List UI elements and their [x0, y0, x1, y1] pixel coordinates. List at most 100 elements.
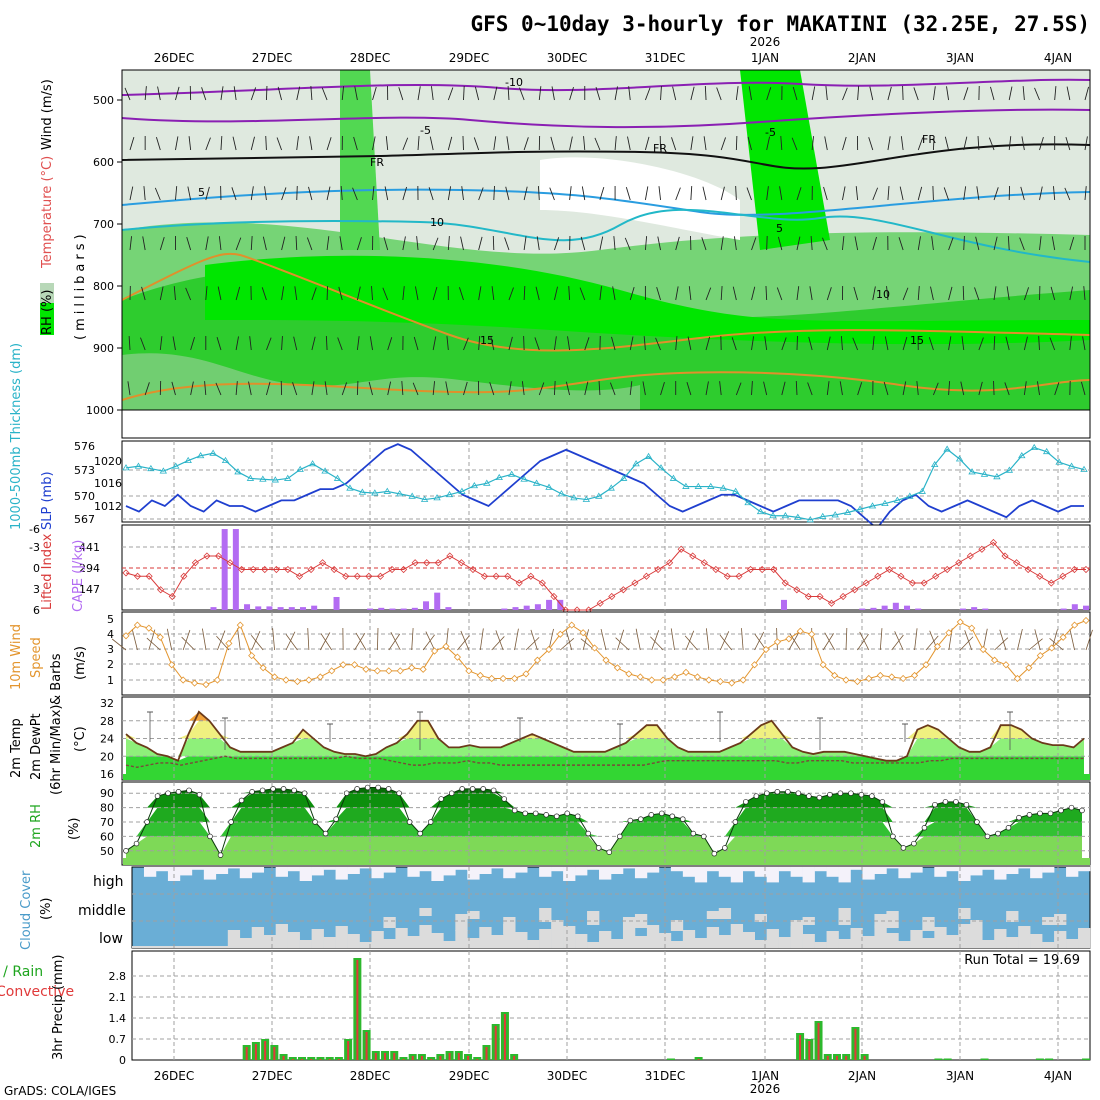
upper-wind-barb	[1084, 136, 1088, 151]
thickness-tick-570: 570	[74, 490, 95, 503]
wind-barb	[1034, 629, 1041, 651]
lifted-index-marker	[966, 552, 974, 560]
upper-wind-barb	[809, 286, 813, 301]
wind-barb	[422, 634, 435, 651]
cape-bar	[1083, 605, 1089, 610]
cloud-low-clear	[622, 928, 636, 948]
upper-wind-barb	[553, 336, 557, 351]
cloud-low-clear	[599, 931, 612, 948]
upper-wind-barb	[220, 86, 224, 101]
upper-wind-barb	[811, 86, 816, 101]
upper-wind-barb	[463, 381, 468, 396]
lifted-index-marker	[411, 559, 419, 567]
precip-convective-bar	[485, 1047, 488, 1060]
upper-wind-barb	[537, 186, 540, 201]
upper-wind-barb	[523, 186, 528, 201]
upper-wind-barb	[853, 286, 859, 301]
rh-marker	[858, 791, 865, 798]
upper-wind-barb	[822, 237, 828, 251]
cloud-high-clear	[802, 867, 815, 883]
cloud-high-clear	[1042, 867, 1055, 873]
upper-wind-barb	[249, 336, 252, 351]
precip-tick-2.8: 2.8	[109, 970, 127, 983]
upper-wind-barb	[372, 136, 376, 151]
upper-wind-barb	[261, 287, 267, 301]
rh-marker	[1079, 807, 1085, 814]
cape-bar	[881, 605, 888, 610]
upper-wind-barb	[1083, 286, 1086, 301]
cape-bar	[378, 607, 385, 610]
cloud-high-clear	[179, 867, 193, 876]
upper-wind-barb	[250, 87, 257, 101]
wind-speed-marker	[236, 621, 244, 629]
rh-marker	[228, 819, 234, 825]
upper-wind-barb	[705, 287, 712, 301]
thickness-marker	[570, 494, 578, 501]
rh-marker	[259, 787, 266, 794]
wind-speed-marker	[1013, 674, 1021, 683]
rh-marker	[711, 850, 718, 857]
upper-wind-barb	[413, 336, 419, 351]
precip-total-bar	[666, 1058, 675, 1060]
upper-wind-barb	[810, 236, 813, 251]
cloud-low-clear	[814, 942, 827, 948]
precip-total-bar	[1082, 1058, 1090, 1060]
cloud-high-clear	[215, 867, 229, 874]
wind-speed-marker	[191, 679, 199, 687]
upper-wind-barb	[461, 186, 464, 201]
upper-wind-barb	[187, 186, 192, 201]
precip-convective-bar	[845, 1056, 848, 1060]
thickness-marker	[408, 492, 416, 499]
upper-wind-barb	[550, 136, 555, 151]
lifted-index-marker	[885, 565, 893, 574]
cape-bar	[367, 608, 374, 610]
lifted-index-marker	[145, 572, 153, 580]
rh-column-jan1	[740, 70, 830, 250]
precip-convective-bar	[863, 1056, 866, 1060]
cloud-high-clear	[203, 867, 217, 880]
rh-marker	[806, 793, 812, 799]
cloud-low-clear	[143, 946, 157, 948]
upper-wind-barb	[372, 186, 375, 201]
cape-bar	[971, 607, 978, 610]
temp-tick-16: 16	[100, 768, 114, 781]
rh-marker	[837, 790, 844, 796]
wind-speed-marker	[579, 629, 587, 637]
bottom-date-29dec: 29DEC	[449, 1069, 489, 1083]
wind-barb	[514, 628, 519, 651]
precip-label-total-rain: Total / Rain	[0, 964, 43, 980]
upper-wind-barb	[474, 86, 480, 101]
rh-marker	[774, 789, 781, 795]
upper-wind-barb	[205, 236, 209, 251]
cloud-low-clear	[479, 927, 492, 948]
level-label-600: 600	[93, 156, 114, 169]
upper-wind-barb	[216, 336, 222, 351]
thickness-marker	[134, 462, 143, 469]
wind-speed-marker	[145, 624, 153, 632]
wind-tick-1: 1	[107, 674, 114, 687]
rh-marker	[270, 786, 276, 792]
cloud-mid-clear	[970, 920, 983, 934]
upper-wind-barb	[1008, 86, 1013, 101]
rh-marker	[511, 807, 518, 814]
upper-wind-barb	[672, 86, 677, 101]
upper-wind-barb	[383, 236, 389, 251]
lifted-index-marker	[365, 572, 373, 580]
wind-speed-marker	[1036, 652, 1044, 660]
upper-wind-barb	[627, 136, 631, 151]
cloud-high-clear	[862, 867, 875, 880]
li-tick: 6	[33, 604, 40, 617]
wind-speed-marker	[1082, 616, 1090, 625]
cloud-low-clear	[132, 946, 145, 948]
top-date-31dec: 31DEC	[645, 51, 685, 65]
cloud-mid-clear	[718, 908, 732, 919]
upper-wind-barb	[629, 381, 633, 396]
wind-speed-marker	[922, 661, 930, 669]
upper-wind-barb	[854, 236, 859, 251]
wind-speed-marker	[453, 653, 461, 661]
upper-wind-barb	[1064, 187, 1071, 201]
upper-wind-barb	[839, 381, 843, 396]
lifted-index-marker	[492, 572, 500, 580]
upper-wind-barb	[281, 336, 283, 351]
wind-speed-marker	[728, 679, 736, 687]
